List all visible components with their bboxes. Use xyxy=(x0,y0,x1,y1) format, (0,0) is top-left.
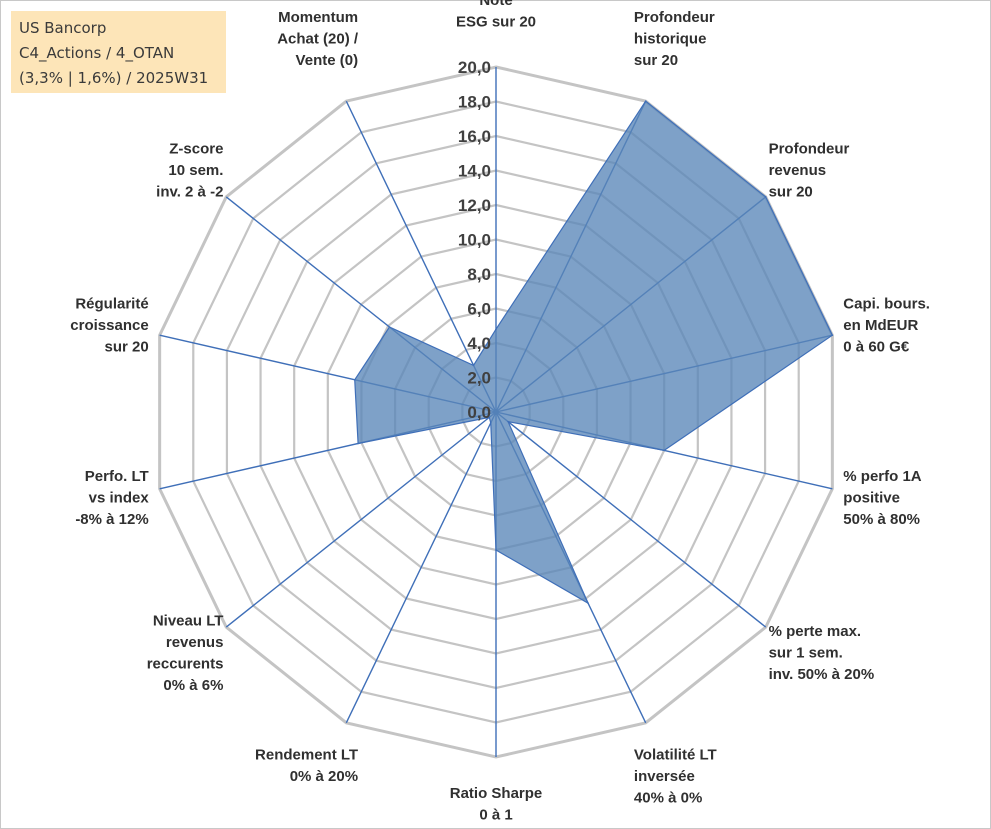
axis-label-line: Z-score xyxy=(169,140,223,157)
axis-label-line: 50% à 80% xyxy=(843,511,920,528)
data-point xyxy=(663,449,665,452)
axis-label-line: reccurents xyxy=(147,655,224,672)
axis-label-line: 0% à 6% xyxy=(163,677,223,694)
data-point xyxy=(488,416,491,419)
axis-label: Profondeur historique sur 20 xyxy=(634,9,715,69)
axis-label: Ratio Sharpe 0 à 1 xyxy=(450,785,543,824)
tick-layer: 0,0 2,0 4,0 6,0 8,0 10,0 12,0 14,0 16,0 18,0 20,0 xyxy=(458,58,491,422)
data-point xyxy=(507,420,509,423)
info-rates-week: (3,3% | 1,6%) / 2025W31 xyxy=(19,69,209,87)
data-point xyxy=(764,196,767,198)
axis-spoke xyxy=(495,411,767,628)
axis-label-line: Capi. bours. xyxy=(843,296,930,313)
axis-label: Volatilité LT inversée 40% à 0% xyxy=(634,747,717,807)
axis-label-line: 40% à 0% xyxy=(634,790,702,807)
r-tick-label: 16,0 xyxy=(458,127,491,146)
axis-label-line: Perfo. LT xyxy=(85,468,149,485)
data-point xyxy=(357,442,359,445)
axis-label-line: sur 20 xyxy=(634,52,678,69)
r-tick-label: 18,0 xyxy=(458,93,491,112)
axis-label-line: Rendement LT xyxy=(255,747,358,764)
data-point xyxy=(388,326,391,328)
axis-label: Rendement LT 0% à 20% xyxy=(255,747,358,786)
axis-label-line: Niveau LT xyxy=(153,612,224,629)
axis-label-line: Profondeur xyxy=(634,9,715,26)
axis-label: Perfo. LT vs index -8% à 12% xyxy=(75,468,149,528)
axis-label-line: Volatilité LT xyxy=(634,747,717,764)
axis-label-line: 0 à 60 G€ xyxy=(843,339,910,356)
axis-label-line: vs index xyxy=(89,489,150,506)
info-company: US Bancorp xyxy=(19,19,107,37)
axis-label-line: positive xyxy=(843,489,900,506)
r-tick-label: 0,0 xyxy=(467,403,491,422)
axis-label-line: Momentum xyxy=(278,9,358,26)
r-tick-label: 2,0 xyxy=(467,369,491,388)
axis-label-line: historique xyxy=(634,30,707,47)
data-point xyxy=(644,100,647,102)
axis-label-line: sur 1 sem. xyxy=(769,645,843,662)
axis-label-line: inv. 50% à 20% xyxy=(769,666,875,683)
axis-label-line: Achat (20) / xyxy=(277,30,359,47)
axis-label: Profondeur revenus sur 20 xyxy=(769,140,850,200)
axis-label: Régularité croissance sur 20 xyxy=(70,296,148,356)
r-tick-label: 14,0 xyxy=(458,162,491,181)
r-tick-label: 10,0 xyxy=(458,231,491,250)
info-box: US Bancorp C4_Actions / 4_OTAN (3,3% | 1… xyxy=(11,11,226,93)
axis-label-line: 0% à 20% xyxy=(290,768,358,785)
r-tick-label: 20,0 xyxy=(458,58,491,77)
axis-label-line: sur 20 xyxy=(769,183,813,200)
axis-label-line: inversée xyxy=(634,768,695,785)
data-point xyxy=(353,378,356,381)
data-point xyxy=(472,364,475,367)
info-category: C4_Actions / 4_OTAN xyxy=(19,44,175,62)
axis-label: % perte max. sur 1 sem. inv. 50% à 20% xyxy=(769,623,875,683)
r-tick-label: 8,0 xyxy=(467,265,491,284)
axis-label-line: % perte max. xyxy=(769,623,862,640)
axis-spoke xyxy=(345,100,497,413)
axis-label-line: -8% à 12% xyxy=(75,511,148,528)
r-tick-label: 6,0 xyxy=(467,300,491,319)
r-tick-label: 12,0 xyxy=(458,196,491,215)
axis-label-line: Note xyxy=(479,0,512,9)
data-point xyxy=(495,328,497,331)
axis-label-line: 10 sem. xyxy=(168,162,223,179)
data-point xyxy=(489,422,492,424)
axis-label-line: ESG sur 20 xyxy=(456,14,536,31)
axis-label-line: sur 20 xyxy=(104,339,148,356)
axis-label-line: Ratio Sharpe xyxy=(450,785,543,802)
data-point xyxy=(831,334,834,337)
axis-label-line: en MdEUR xyxy=(843,317,918,334)
axis-spoke xyxy=(225,411,497,628)
axis-label-line: croissance xyxy=(70,317,148,334)
axis-label-line: inv. 2 à -2 xyxy=(156,183,223,200)
axis-label: % perfo 1A positive 50% à 80% xyxy=(843,468,922,528)
data-point xyxy=(495,549,497,551)
axis-label-layer: Note ESG sur 20 Profondeur historique sur 20… xyxy=(70,0,930,824)
axis-spoke xyxy=(345,411,497,724)
axis-label-line: revenus xyxy=(769,162,827,179)
axis-label-line: Profondeur xyxy=(769,140,850,157)
r-tick-label: 4,0 xyxy=(467,334,491,353)
data-point xyxy=(587,602,589,604)
axis-label-line: revenus xyxy=(166,634,224,651)
axis-label-line: Régularité xyxy=(75,296,148,313)
axis-label-line: % perfo 1A xyxy=(843,468,922,485)
axis-label-line: Vente (0) xyxy=(296,52,359,69)
axis-label: Capi. bours. en MdEUR 0 à 60 G€ xyxy=(843,296,930,356)
axis-label: Niveau LT revenus reccurents 0% à 6% xyxy=(147,612,224,694)
series-layer xyxy=(353,100,834,605)
axis-label: Z-score 10 sem. inv. 2 à -2 xyxy=(156,140,223,200)
axis-label: Momentum Achat (20) / Vente (0) xyxy=(277,9,359,69)
axis-label-line: 0 à 1 xyxy=(479,807,512,824)
axis-label: Note ESG sur 20 xyxy=(456,0,536,31)
